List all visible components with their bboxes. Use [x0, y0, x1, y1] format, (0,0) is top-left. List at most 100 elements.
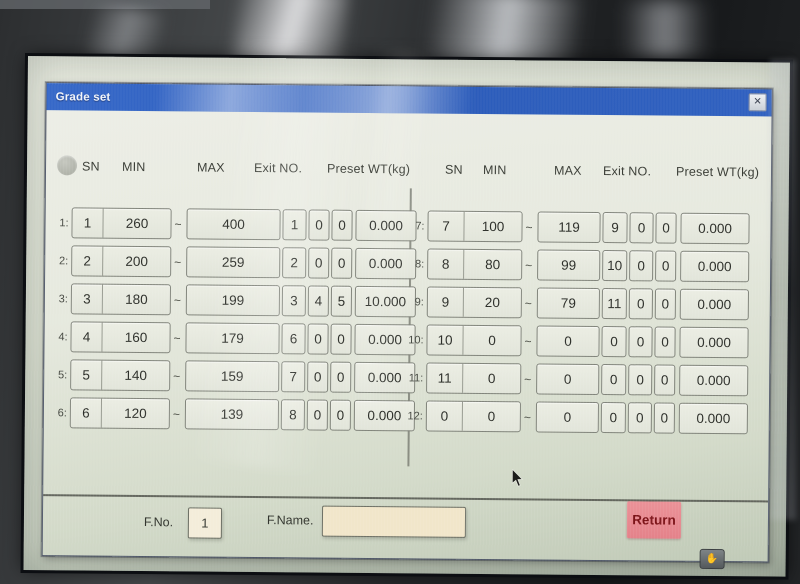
sn-cell[interactable]: 1: [72, 208, 104, 238]
min-cell[interactable]: 0: [487, 409, 496, 425]
sn-cell[interactable]: 3: [71, 284, 104, 314]
sn-cell[interactable]: 0: [426, 401, 463, 431]
max-cell[interactable]: 79: [536, 287, 600, 319]
row-label: 11:: [408, 371, 424, 384]
sn-cell[interactable]: 5: [71, 360, 103, 390]
exit-no-cell-2[interactable]: 0: [628, 288, 653, 320]
min-cell[interactable]: 80: [485, 256, 501, 273]
touch-icon[interactable]: ✋: [699, 548, 725, 570]
exit-no-cell-1[interactable]: 0: [601, 364, 627, 396]
min-cell[interactable]: 0: [488, 333, 496, 349]
min-cell[interactable]: 20: [484, 294, 500, 311]
sn-cell[interactable]: 11: [427, 363, 464, 393]
exit-no-cell-3[interactable]: 0: [654, 288, 676, 320]
min-cell[interactable]: 260: [125, 215, 149, 232]
sn-cell[interactable]: 4: [71, 322, 103, 352]
exit-no-cell-2[interactable]: 0: [628, 364, 653, 396]
sn-cell[interactable]: 7: [428, 211, 465, 241]
header-min-left: MIN: [121, 159, 146, 175]
status-indicator-circle: [56, 155, 78, 176]
tilde-separator: ~: [173, 368, 181, 383]
preset-wt-cell[interactable]: 0.000: [680, 250, 750, 283]
exit-no-cell-1[interactable]: 11: [601, 288, 627, 320]
min-cell[interactable]: 0: [487, 371, 496, 387]
exit-no-cell-2[interactable]: 0: [627, 402, 653, 434]
row-label: 1:: [59, 216, 69, 229]
min-cell[interactable]: 200: [125, 253, 149, 270]
exit-no-cell-3[interactable]: 0: [655, 212, 677, 244]
fname-label: F.Name.: [266, 513, 314, 528]
grade-row: 7: 7 100 ~119 9 0 0 0.000: [401, 210, 750, 245]
glare-reflection: [620, 0, 710, 60]
preset-wt-cell[interactable]: 0.000: [678, 402, 748, 435]
sn-min-group: 3 180: [70, 283, 172, 316]
max-cell[interactable]: 0: [535, 401, 600, 433]
window-title: Grade set: [55, 90, 111, 104]
exit-no-cell-1[interactable]: 10: [602, 250, 628, 282]
fname-input[interactable]: [321, 505, 467, 538]
sn-cell[interactable]: 8: [428, 249, 465, 279]
window-content: SN MIN MAX Exit NO. Preset WT(kg) SN MIN…: [43, 110, 772, 563]
sn-min-group: 7 100: [427, 210, 523, 243]
exit-no-cell-3[interactable]: 0: [654, 364, 676, 396]
exit-no-cell-3[interactable]: 0: [653, 402, 675, 434]
header-preset-wt-right: Preset WT(kg): [675, 164, 760, 180]
header-min-right: MIN: [482, 162, 507, 178]
tilde-separator: ~: [524, 371, 532, 386]
sn-min-group: 6 120: [69, 397, 171, 430]
grade-row: 12: 0 0 ~0 0 0 0 0.000: [400, 400, 748, 435]
close-button[interactable]: ✕: [748, 93, 767, 112]
fno-input[interactable]: 1: [187, 507, 223, 539]
sn-cell[interactable]: 6: [70, 398, 103, 428]
preset-wt-cell[interactable]: 0.000: [680, 212, 750, 245]
max-cell[interactable]: 0: [536, 363, 600, 395]
tilde-separator: ~: [525, 219, 533, 234]
min-cell[interactable]: 140: [124, 367, 148, 384]
exit-no-cell-3[interactable]: 0: [655, 250, 677, 282]
header-exit-no-right: Exit NO.: [602, 164, 652, 179]
exit-no-cell-1[interactable]: 9: [602, 212, 628, 244]
exit-no-cell-2[interactable]: 0: [629, 212, 654, 244]
row-label: 4:: [58, 330, 68, 343]
grade-table-right: 7: 7 100 ~119 9 0 0 0.000 8: 8 80 ~99 10 0 0 0.000 9: 9 20…: [400, 210, 750, 441]
max-cell[interactable]: 119: [537, 211, 601, 244]
min-cell[interactable]: 180: [125, 291, 148, 308]
row-label: 12:: [407, 409, 423, 422]
preset-wt-cell[interactable]: 0.000: [679, 326, 749, 359]
header-max-left: MAX: [196, 160, 225, 175]
touchscreen-display: Grade set ✕ SN MIN MAX Exit NO. Preset W…: [23, 41, 790, 577]
return-button[interactable]: Return: [626, 501, 682, 539]
exit-no-cell-2[interactable]: 0: [628, 326, 653, 358]
sn-cell[interactable]: 2: [72, 246, 104, 276]
tilde-separator: ~: [172, 406, 180, 421]
header-sn-left: SN: [81, 159, 100, 174]
min-cell[interactable]: 120: [124, 405, 147, 422]
sn-min-group: 1 260: [71, 207, 172, 240]
preset-wt-cell[interactable]: 0.000: [679, 288, 749, 321]
sn-min-group: 4 160: [70, 321, 171, 354]
header-sn-right: SN: [444, 162, 463, 177]
exit-no-cell-2[interactable]: 0: [629, 250, 654, 282]
max-cell[interactable]: 99: [537, 249, 601, 282]
exit-no-cell-1[interactable]: 0: [601, 326, 627, 358]
hand-icon: ✋: [705, 553, 719, 565]
grade-row: 9: 9 20 ~79 11 0 0 0.000: [401, 286, 749, 321]
preset-wt-cell[interactable]: 0.000: [679, 364, 749, 397]
fno-label: F.No.: [143, 515, 174, 530]
row-label: 2:: [58, 254, 69, 267]
row-label: 5:: [57, 368, 68, 381]
max-cell[interactable]: 0: [536, 325, 600, 357]
tilde-separator: ~: [523, 409, 531, 424]
grade-row: 11: 11 0 ~0 0 0 0 0.000: [400, 362, 749, 397]
tilde-separator: ~: [173, 292, 181, 307]
tilde-separator: ~: [173, 330, 181, 345]
min-cell[interactable]: 160: [124, 329, 148, 346]
exit-no-cell-3[interactable]: 0: [654, 326, 676, 358]
sn-cell[interactable]: 9: [427, 287, 464, 317]
tilde-separator: ~: [524, 333, 532, 348]
exit-no-cell-1[interactable]: 0: [600, 402, 627, 434]
min-cell[interactable]: 100: [481, 218, 505, 235]
monitor-bezel-edge: [0, 0, 210, 9]
sn-cell[interactable]: 10: [427, 325, 464, 355]
